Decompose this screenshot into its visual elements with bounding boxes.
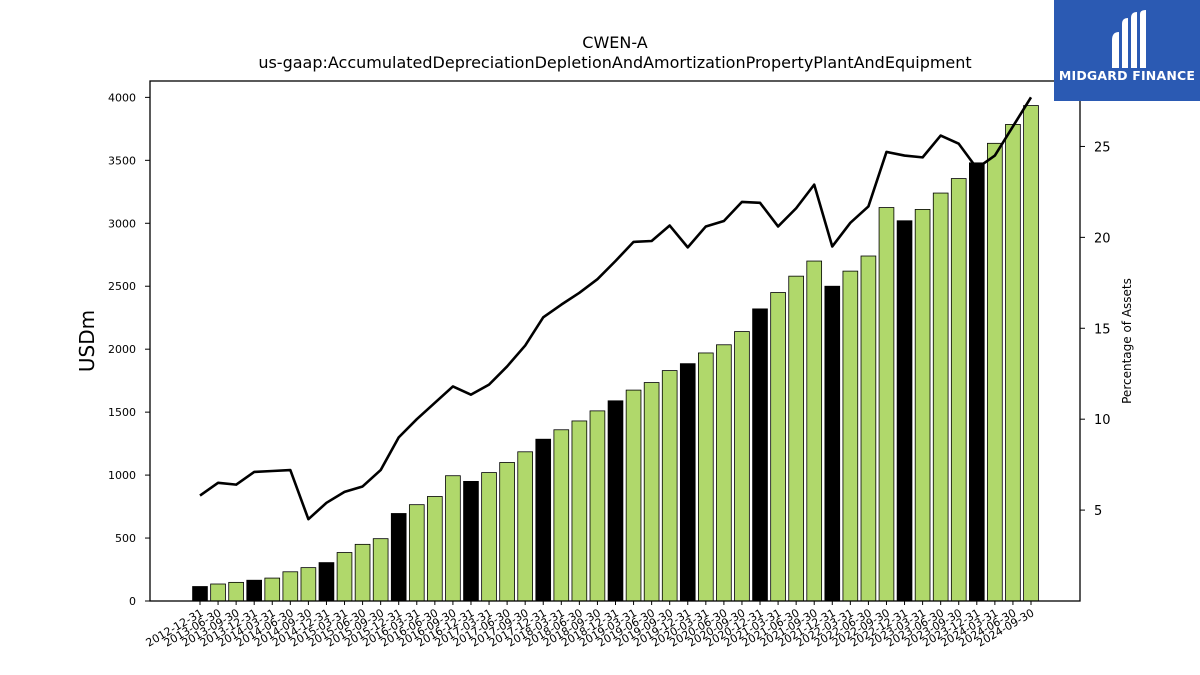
- bar-2015-03-31: [336, 552, 353, 602]
- bar-2023-06-30: [932, 192, 949, 602]
- bar-2023-09-30: [950, 178, 967, 602]
- y2-tick-label: 20: [1094, 231, 1111, 246]
- bar-2016-03-31: [408, 504, 425, 602]
- bar-2016-12-31: [463, 480, 479, 602]
- bar-2024-06-30: [1005, 124, 1021, 602]
- percentage-line: [199, 96, 1033, 521]
- bar-2020-06-30: [716, 344, 732, 602]
- chart-title: CWEN-A: [582, 33, 647, 52]
- bar-2021-03-31: [770, 292, 786, 602]
- y-tick-label: 3000: [108, 217, 136, 230]
- bar-2022-06-30: [860, 255, 877, 602]
- bar-2024-09-30: [1023, 105, 1039, 602]
- bar-2021-09-30: [806, 260, 823, 602]
- bar-2019-03-31: [625, 389, 642, 602]
- bar-2021-06-30: [788, 275, 804, 602]
- bars-group: [192, 105, 1039, 602]
- y-axis-label: USDm: [75, 310, 99, 372]
- bar-2017-09-30: [517, 451, 533, 602]
- y2-tick-label: 15: [1094, 322, 1111, 337]
- bar-2022-03-31: [842, 270, 859, 602]
- brand-logo: MIDGARD FINANCE: [1054, 0, 1200, 101]
- bar-2014-03-31: [264, 577, 281, 602]
- bar-2013-09-30: [228, 581, 244, 602]
- bar-2018-09-30: [589, 410, 606, 602]
- bar-2020-12-31: [752, 308, 768, 602]
- bar-2013-12-31: [246, 579, 262, 602]
- y2-tick-label: 25: [1094, 140, 1111, 155]
- y-tick-label: 500: [115, 532, 136, 545]
- y2-tick-label: 10: [1094, 413, 1111, 428]
- bar-2018-03-31: [553, 429, 570, 602]
- brand-mark-icon: [1112, 10, 1146, 68]
- bar-2016-09-30: [445, 475, 461, 602]
- y2-axis-label: Percentage of Assets: [1120, 278, 1134, 404]
- bar-2019-06-30: [643, 382, 660, 602]
- y-tick-label: 1000: [108, 469, 136, 482]
- chart-subtitle: us-gaap:AccumulatedDepreciationDepletion…: [258, 53, 971, 72]
- y-tick-label: 0: [129, 595, 136, 608]
- bar-2023-03-31: [914, 209, 931, 602]
- bar-2017-12-31: [535, 438, 552, 602]
- bar-2014-12-31: [318, 562, 335, 602]
- bar-2016-06-30: [427, 496, 443, 602]
- bar-2020-03-31: [698, 352, 714, 602]
- y-tick-label: 4000: [108, 91, 136, 104]
- bar-2012-12-31: [192, 586, 208, 602]
- bar-2014-09-30: [300, 567, 317, 602]
- bar-2013-06-30: [210, 583, 226, 602]
- bar-2020-09-30: [734, 331, 750, 602]
- bar-2018-12-31: [607, 400, 624, 602]
- y2-tick-label: 5: [1094, 504, 1102, 519]
- y-tick-label: 2000: [108, 343, 136, 356]
- bar-2015-12-31: [390, 513, 407, 602]
- bar-2022-12-31: [896, 220, 913, 602]
- bar-2017-06-30: [499, 462, 515, 602]
- bar-2022-09-30: [878, 207, 895, 602]
- bar-2017-03-31: [481, 472, 497, 602]
- bar-2014-06-30: [282, 571, 299, 602]
- bar-2021-12-31: [824, 285, 841, 602]
- y-tick-label: 1500: [108, 406, 136, 419]
- bar-2019-12-31: [679, 363, 696, 602]
- bar-2023-12-31: [969, 162, 985, 602]
- bar-2024-03-31: [987, 142, 1003, 602]
- y-tick-label: 2500: [108, 280, 136, 293]
- bar-2015-06-30: [354, 543, 371, 602]
- bar-2019-09-30: [661, 370, 678, 602]
- brand-name: MIDGARD FINANCE: [1058, 68, 1196, 83]
- bar-2015-09-30: [372, 538, 389, 602]
- bar-2018-06-30: [571, 420, 588, 602]
- line-group: [199, 96, 1033, 521]
- y-tick-label: 3500: [108, 154, 136, 167]
